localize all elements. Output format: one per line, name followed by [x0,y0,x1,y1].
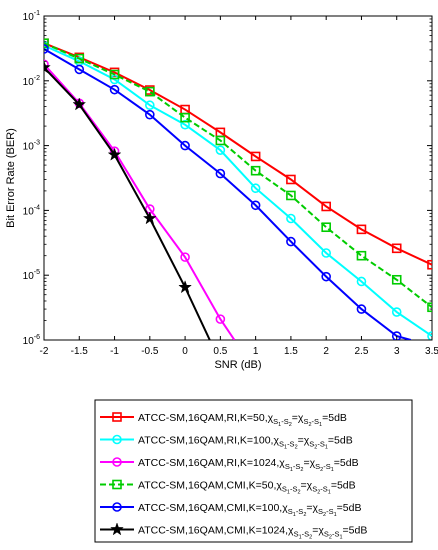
data-point [72,97,87,111]
data-point [286,190,296,201]
data-point [145,109,155,120]
data-point [356,304,367,314]
data-point [142,211,157,225]
data-point [286,236,296,247]
data-point [391,307,402,317]
data-point [321,271,331,282]
data-point [44,59,49,70]
data-point [250,151,261,162]
data-point [215,135,226,146]
y-tick-label: 10-2 [23,75,40,88]
legend-marker [110,522,124,536]
data-point [145,86,155,97]
legend-marker [112,502,122,512]
series-line [44,42,432,309]
data-point [44,44,49,54]
x-axis-label: SNR (dB) [214,359,261,371]
y-axis-label: Bit Error Rate (BER) [5,128,17,228]
data-point [250,200,261,211]
legend-marker [112,412,122,422]
data-point [286,174,296,185]
y-tick-label: 10-1 [23,10,40,23]
data-point [391,274,402,285]
data-point [321,222,331,233]
data-point [250,183,261,194]
data-point [215,314,226,324]
data-point [180,140,190,151]
data-point [74,53,85,64]
series-group [44,38,432,340]
x-tick-label: 2 [323,346,329,357]
data-point [109,84,120,95]
x-tick-label: 2.5 [355,346,369,357]
data-point [356,224,367,235]
series-line [44,66,211,340]
series-line [44,48,412,340]
legend-box [94,399,413,543]
y-tick-label: 10-5 [23,269,40,282]
y-tick-label: 10-3 [23,140,40,153]
y-tick-label: 10-4 [23,204,40,217]
series-6 [44,60,211,340]
series-5 [44,44,412,340]
data-point [74,64,85,75]
data-point [215,145,226,155]
series-4 [44,38,432,313]
data-point [44,60,51,74]
data-point [321,248,331,258]
data-point [178,280,192,294]
legend-marker [112,434,122,445]
x-axis-ticks: -2 -1.5 -1 -0.5 0 0.5 1 1.5 2 2.5 3 3.5 [40,16,438,357]
legend-marker [112,479,122,490]
series-line [44,42,432,266]
x-tick-label: 0 [182,346,188,357]
data-point [145,100,155,111]
data-point [427,302,432,313]
y-tick-label: 10-6 [23,334,40,347]
legend-marker [112,457,122,467]
data-point [286,213,296,224]
data-point [180,119,190,130]
x-tick-label: 1 [253,346,259,357]
data-point [107,147,122,161]
plot-clip-group [44,38,432,340]
x-tick-label: -0.5 [141,346,159,357]
x-tick-label: -2 [40,346,49,357]
x-tick-label: 1.5 [284,346,298,357]
x-tick-label: 3.5 [425,346,438,357]
data-point [427,259,432,270]
data-point [250,165,261,176]
data-point [321,201,331,212]
data-point [180,112,190,123]
data-point [391,331,402,340]
series-line [44,44,432,337]
data-point [356,276,367,287]
x-tick-label: 3 [394,346,400,357]
x-tick-label: -1.5 [71,346,89,357]
data-point [44,38,49,49]
data-point [356,250,367,261]
x-tick-label: -1 [110,346,119,357]
data-point [180,252,190,262]
x-tick-label: 0.5 [213,346,227,357]
data-point [427,331,432,340]
data-point [215,168,226,179]
data-point [109,69,120,80]
data-point [391,243,402,254]
